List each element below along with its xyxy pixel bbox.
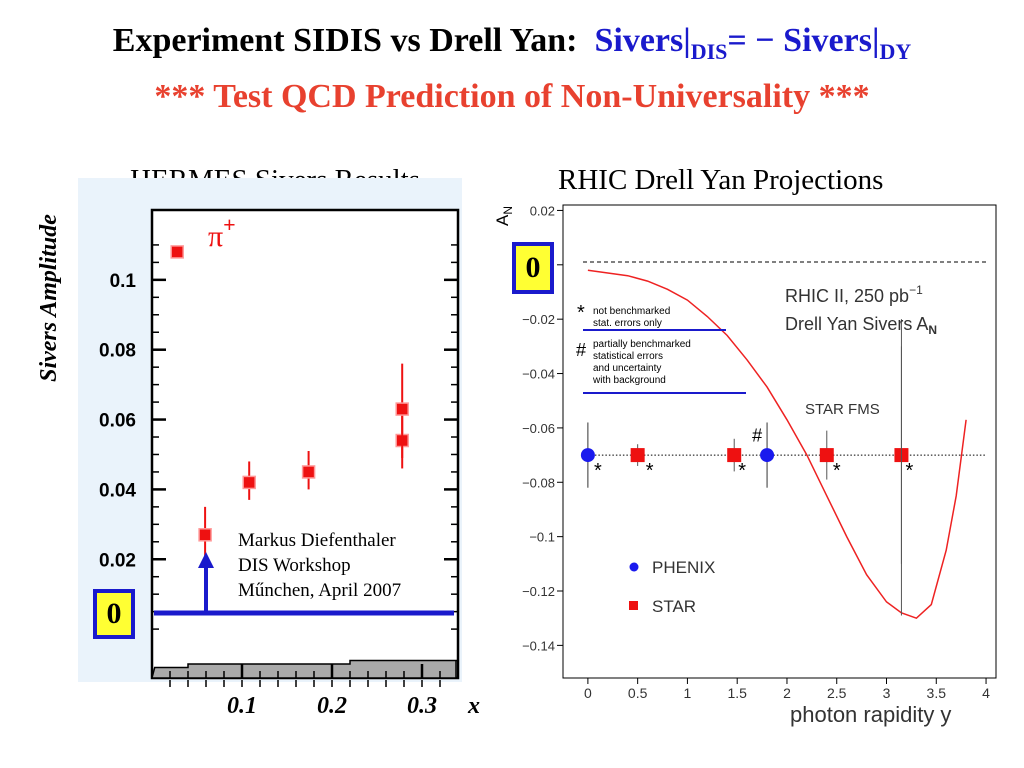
hermes-data-point [198,528,212,542]
hermes-data-point [242,475,256,490]
rhic-x-tick-label: 2.5 [827,685,847,701]
rhic-x-tick-label: 3.5 [927,685,947,701]
legend-star-line-2: stat. errors only [593,318,662,329]
hermes-x-tick-label: 0.2 [317,693,347,719]
star-data-point [727,448,742,463]
rhic-y-tick-label: −0.06 [522,421,555,436]
rhic-prediction-curve [587,269,967,620]
hermes-zero-box: 0 [93,589,135,639]
credit-line-2: DIS Workshop [238,555,351,576]
rhic-plot-frame [562,204,997,679]
rhic-info-line-2: Drell Yan Sivers AN [785,314,937,337]
rhic-x-tick-label: 3 [883,685,891,701]
credit-line-3: Műnchen, April 2007 [238,580,401,601]
title-sivers-dis: Sivers|DIS= − Sivers|DY [594,22,912,64]
phenix-data-point [760,448,775,463]
slide-subtitle: *** Test QCD Prediction of Non-Universal… [154,78,870,115]
rhic-y-tick-label: −0.04 [522,367,555,382]
star-asterisk-marker: * [738,460,746,482]
hermes-y-tick-label: 0.02 [99,550,136,571]
rhic-zero-box: 0 [512,242,554,294]
hermes-data-point [395,402,409,416]
legend-hash-line-4: with background [592,375,666,386]
star-asterisk-marker: * [594,460,602,482]
legend-hash-line-3: and uncertainty [593,363,661,374]
rhic-panel-title: RHIC Drell Yan Projections [558,164,884,196]
legend-star-line-1: not benchmarked [593,306,670,317]
legend-hash-symbol: # [576,340,586,360]
hermes-x-tick-label: 0.3 [407,693,437,719]
star-asterisk-marker: * [906,460,914,482]
legend-phenix-marker [629,562,639,572]
hermes-y-tick-label: 0.1 [110,271,137,292]
hermes-systematic-band [151,659,458,679]
star-asterisk-marker: * [646,460,654,482]
star-fms-label: STAR FMS [805,401,880,418]
rhic-x-tick-label: 1 [684,685,692,701]
legend-star-label: STAR [652,597,696,616]
rhic-y-label: AN [493,206,515,226]
hermes-arrow-head [198,552,214,568]
phenix-data-point [580,448,595,463]
title-black-part: Experiment SIDIS vs Drell Yan: [112,22,578,59]
legend-star-marker [629,601,638,610]
pi-plus-label: π+ [208,212,236,253]
rhic-x-tick-label: 2 [783,685,791,701]
legend-hash-line-1: partially benchmarked [593,339,691,350]
rhic-y-tick-label: −0.08 [522,475,555,490]
legend-star-symbol: * [577,302,585,324]
hermes-y-label: Sivers Amplitude [36,214,62,382]
star-asterisk-marker: * [833,460,841,482]
slide-title: Experiment SIDIS vs Drell Yan: Sivers|DI… [0,22,1024,65]
rhic-x-tick-label: 0 [584,685,592,701]
rhic-y-tick-label: −0.14 [522,638,555,653]
rhic-info-line-1: RHIC II, 250 pb−1 [785,283,923,306]
hermes-y-tick-label: 0.08 [99,341,136,362]
rhic-x-tick-label: 4 [982,685,990,701]
hermes-x-tick-label: 0.1 [227,693,257,719]
rhic-y-tick-label: 0.02 [530,203,555,218]
hash-marker: # [752,426,762,446]
hermes-x-label: x [467,693,480,719]
rhic-y-tick-label: −0.1 [529,530,555,545]
credit-line-1: Markus Diefenthaler [238,530,396,551]
rhic-y-tick-label: −0.02 [522,312,555,327]
legend-phenix-label: PHENIX [652,558,715,577]
rhic-x-tick-label: 0.5 [628,685,648,701]
star-data-point [630,448,645,463]
rhic-x-tick-label: 1.5 [727,685,747,701]
rhic-y-tick-label: −0.12 [522,584,555,599]
star-data-point [819,448,834,463]
legend-hash-line-2: statistical errors [593,351,663,362]
hermes-y-tick-label: 0.04 [99,480,136,501]
hermes-data-point [170,245,184,259]
hermes-data-point [301,465,316,479]
rhic-x-label: photon rapidity y [790,702,951,727]
hermes-y-tick-label: 0.06 [99,411,136,432]
